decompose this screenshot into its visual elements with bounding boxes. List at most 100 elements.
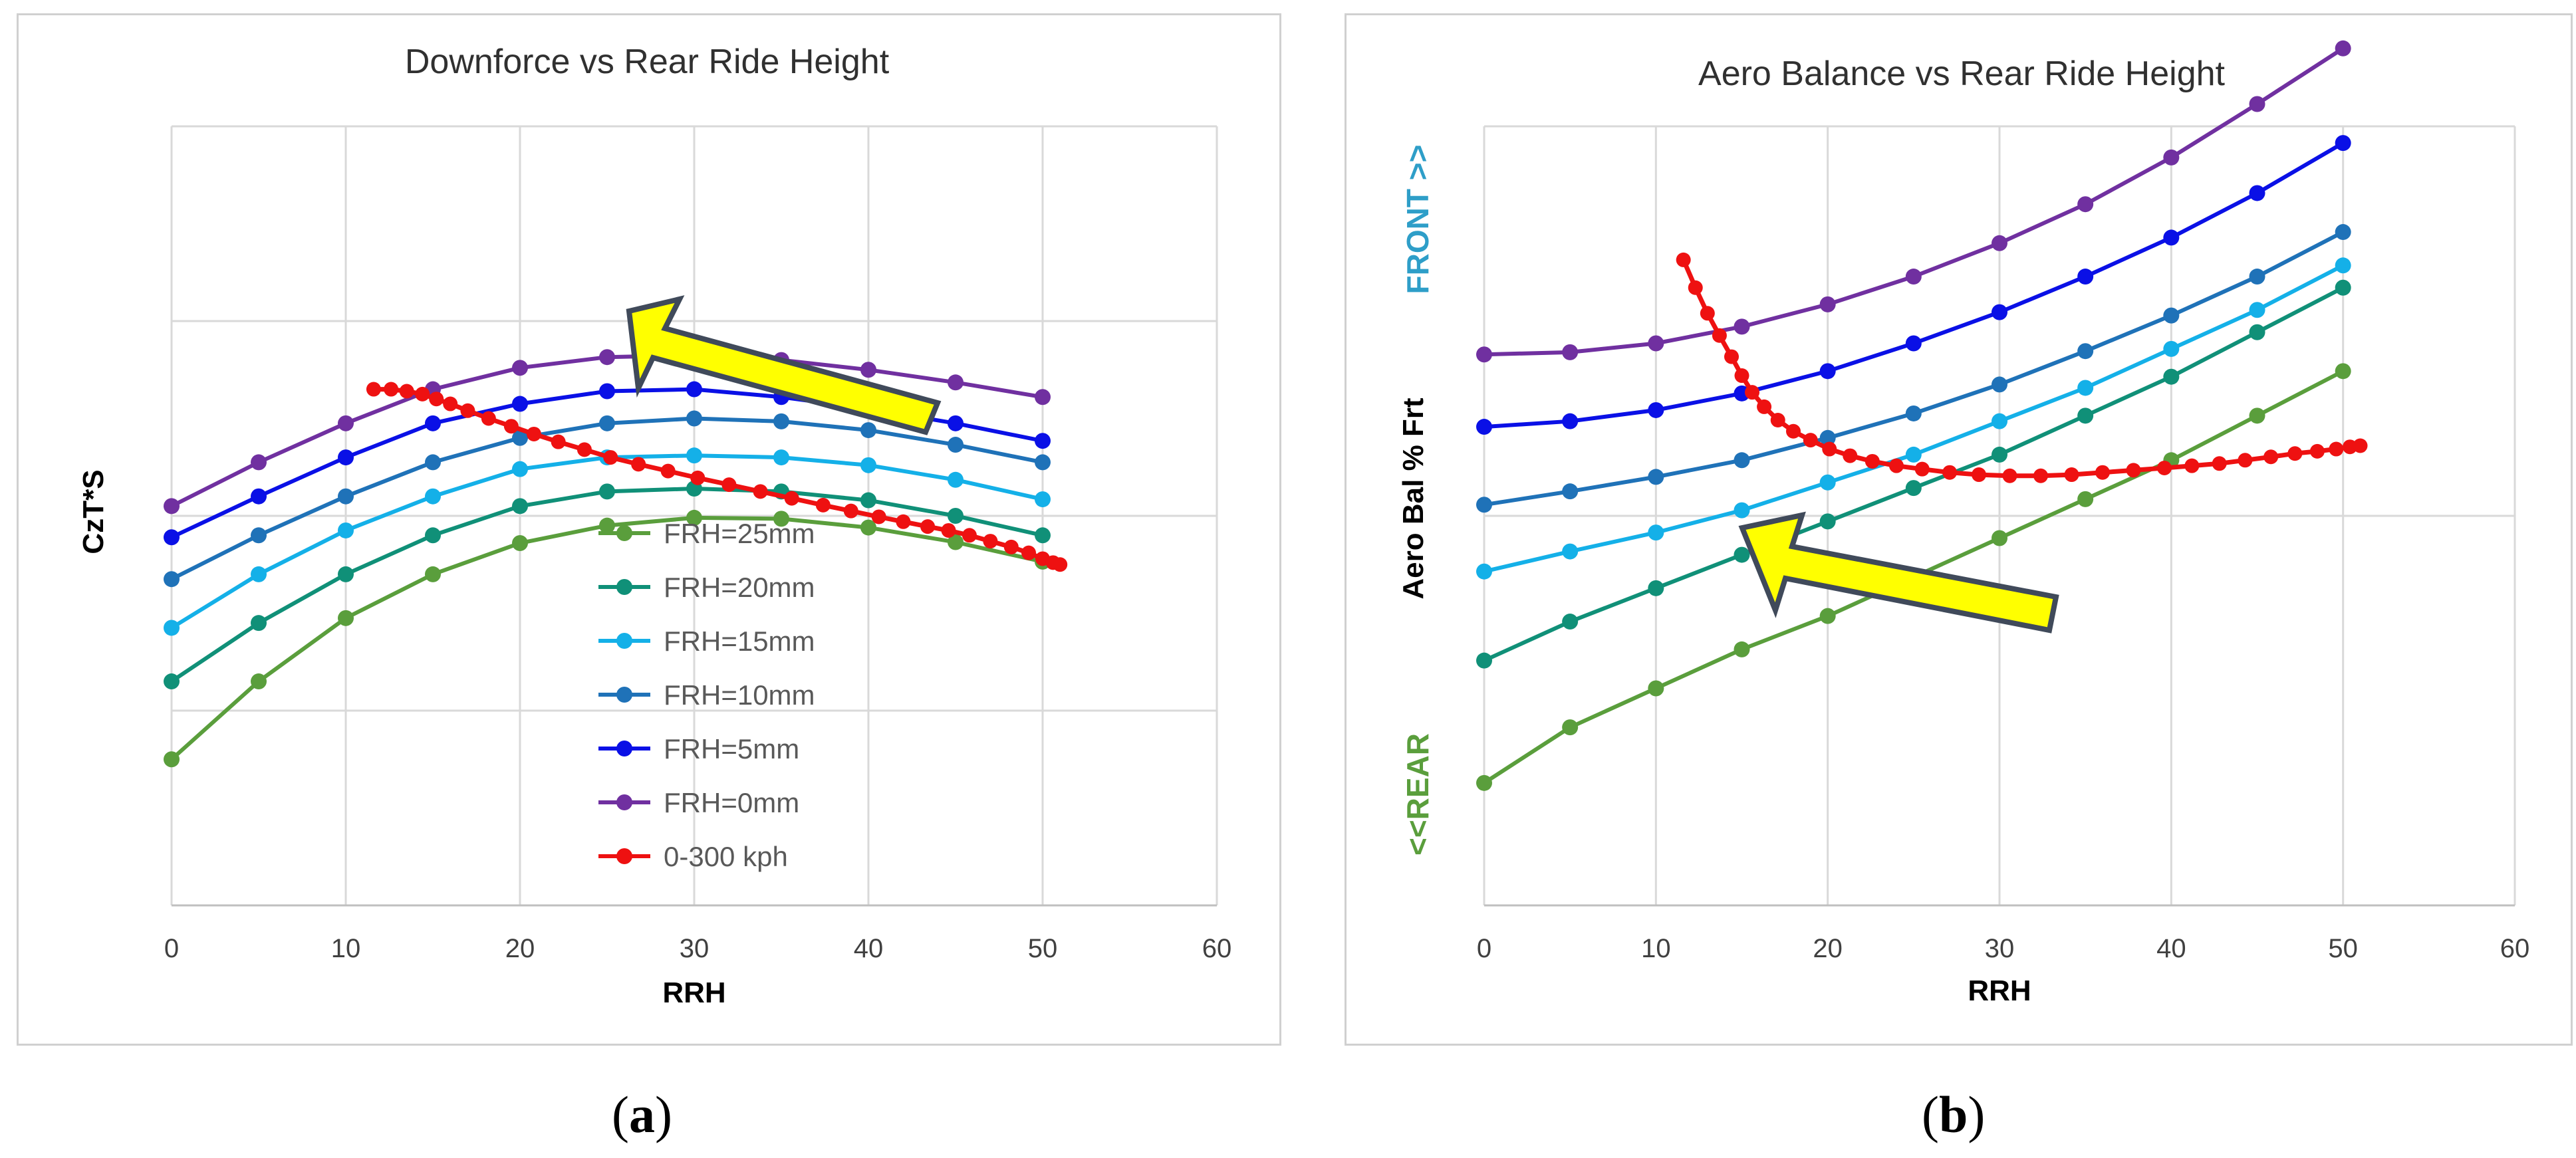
chart-a-point (443, 396, 458, 411)
chart-b-point (1819, 296, 1836, 312)
chart-a-point (686, 509, 702, 526)
chart-b-point (1734, 318, 1750, 335)
chart-b-point (1562, 614, 1579, 630)
chart-a-point (941, 522, 956, 538)
chart-a-annotation-arrow (626, 295, 942, 435)
chart-b-point (2064, 467, 2079, 483)
chart-a-point (251, 454, 267, 471)
chart-a-point (251, 488, 267, 505)
chart-a-point (366, 382, 381, 397)
chart-a-ylabel: CzT*S (77, 469, 110, 554)
chart-a-point (660, 463, 676, 479)
chart-b-xtick-label: 40 (2156, 934, 2186, 963)
chart-a-point (429, 392, 444, 407)
legend-label: FRH=10mm (664, 679, 815, 711)
chart-b-point (1914, 461, 1930, 477)
chart-a-point (251, 615, 267, 632)
chart-b-point (1889, 458, 1904, 473)
chart-b-point (1942, 465, 1958, 480)
chart-a-point (860, 492, 876, 509)
chart-a-xtick-label: 50 (1028, 934, 1058, 963)
chart-b-point (1905, 446, 1922, 463)
chart-a-point (512, 461, 528, 477)
chart-b-point (1905, 480, 1922, 497)
chart-b-point (2309, 443, 2325, 459)
chart-b-ylabel: Aero Bal % Frt (1397, 398, 1430, 600)
chart-a-xtick-label: 0 (164, 934, 179, 963)
chart-a-point (686, 447, 702, 464)
chart-b-point (2335, 363, 2351, 380)
chart-b-point (1992, 446, 2007, 463)
chart-a-point (784, 491, 799, 506)
legend-swatch-marker (616, 687, 632, 703)
legend-label: FRH=25mm (664, 518, 815, 549)
chart-b-xlabel: RRH (1968, 975, 2031, 1007)
chart-a-point (425, 415, 441, 431)
chart-a-point (384, 382, 399, 397)
chart-b-point (1648, 580, 1664, 596)
chart-a-point (860, 457, 876, 473)
chart-b-point (1905, 405, 1922, 421)
chart-a-point (425, 527, 441, 544)
chart-b-point (1476, 652, 1492, 669)
chart-a-point (920, 519, 936, 534)
chart-a-point (983, 534, 998, 549)
chart-a-point (460, 403, 475, 418)
chart-a-point (773, 449, 789, 466)
chart-b-point (1992, 235, 2007, 251)
chart-b-point (2002, 468, 2017, 483)
chart-b-series-line-frh-0mm (1483, 47, 2345, 357)
chart-a-point (753, 484, 768, 499)
chart-b-point (2163, 368, 2180, 385)
chart-a-point (1035, 389, 1051, 405)
chart-b-point (2126, 463, 2141, 478)
chart-b-point (2077, 269, 2094, 285)
chart-b-series-line-frh-5mm (1483, 141, 2345, 429)
chart-a-point (1035, 527, 1051, 544)
chart-b-point (1688, 280, 1703, 295)
chart-b-point (1745, 385, 1759, 400)
chart-b-point (1819, 363, 1836, 380)
chart-b-point (1803, 433, 1818, 448)
chart-a-point (948, 508, 964, 524)
chart-b-point (1905, 269, 1922, 285)
chart-b-point (1476, 774, 1492, 791)
chart-b-point (2163, 149, 2180, 166)
legend-label: FRH=20mm (664, 572, 815, 603)
chart-b-point (2163, 229, 2180, 246)
chart-b-point (1712, 328, 1727, 343)
chart-b-point (2077, 491, 2094, 507)
chart-b-point (2353, 438, 2368, 453)
chart-b-point (1562, 719, 1579, 736)
chart-a-xtick-label: 60 (1202, 934, 1232, 963)
chart-b-point (1992, 376, 2007, 393)
caption-a: (a) (612, 1086, 672, 1143)
chart-b-point (2335, 40, 2351, 57)
chart-b-xtick-label: 0 (1477, 934, 1491, 963)
chart-a-point (871, 509, 886, 524)
chart-a-point (948, 471, 964, 488)
chart-b-point (1562, 483, 1579, 500)
chart-b-point (1843, 448, 1858, 463)
chart-a-point (948, 374, 964, 391)
chart-a-point (815, 497, 831, 513)
chart-b-point (2249, 407, 2265, 424)
chart-b-point (2077, 343, 2094, 360)
chart-b-point (2212, 456, 2227, 471)
chart-b-annotation-arrow (1738, 511, 2059, 634)
chart-b-point (1865, 453, 1880, 469)
chart-b-point (1648, 469, 1664, 485)
chart-b-point (2095, 465, 2110, 480)
chart-b-point (1734, 502, 1750, 519)
chart-a-point (599, 349, 615, 366)
chart-a-point (338, 522, 354, 538)
chart-a-point (164, 620, 180, 636)
chart-a-point (896, 514, 911, 529)
chart-b-point (2077, 196, 2094, 213)
chart-b-point (2249, 269, 2265, 285)
chart-a-point (1003, 539, 1019, 554)
caption-b: (b) (1922, 1086, 1986, 1143)
chart-a-xtick-label: 10 (331, 934, 361, 963)
chart-a-point (526, 426, 541, 441)
